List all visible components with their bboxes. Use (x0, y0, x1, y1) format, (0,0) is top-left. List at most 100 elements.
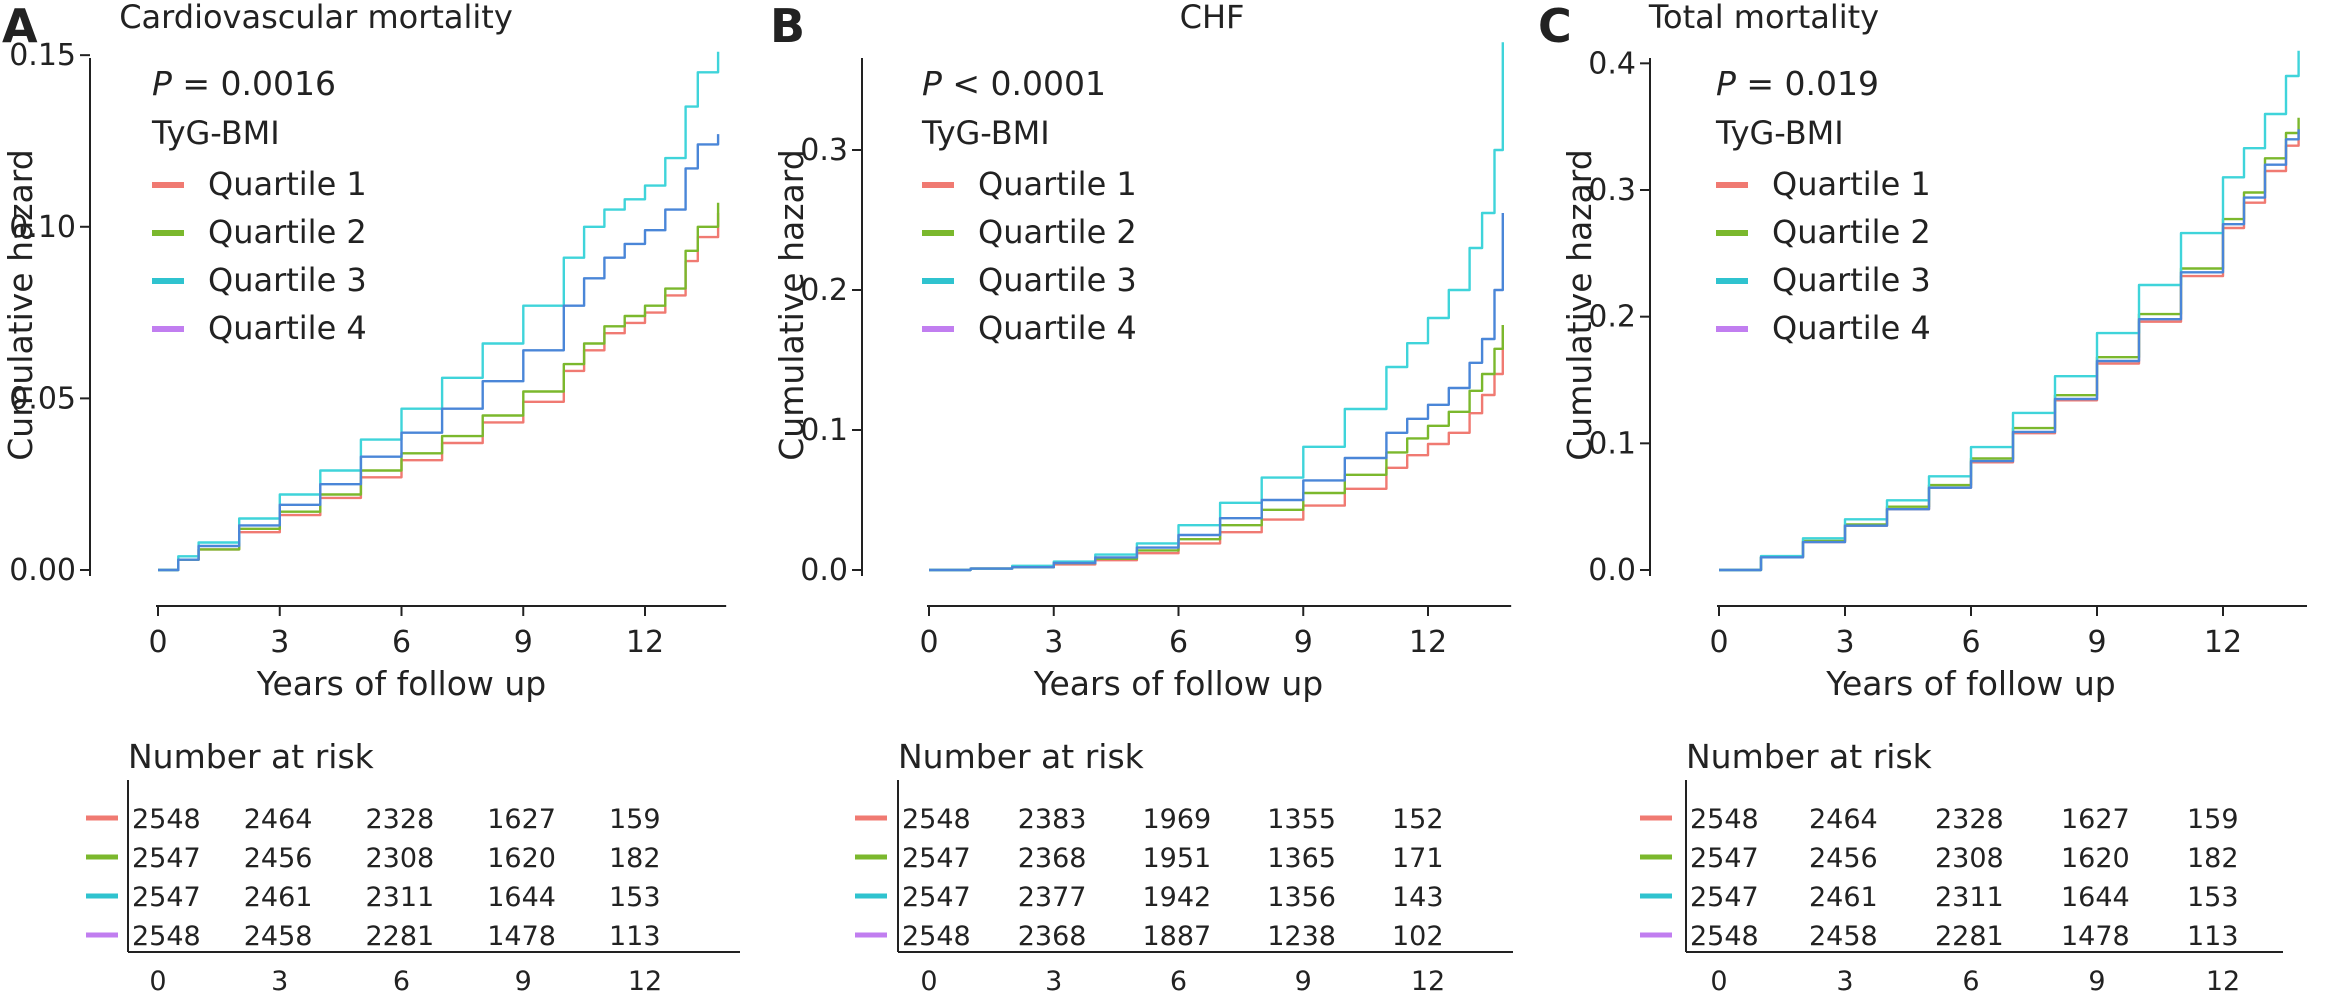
risk-cell: 152 (1392, 804, 1444, 835)
y-tick-label: 0.15 (9, 38, 76, 73)
panel-letter: A (2, 0, 38, 53)
risk-time-label: 0 (920, 966, 937, 996)
risk-cell: 1887 (1143, 921, 1212, 952)
risk-time-label: 9 (2088, 966, 2105, 996)
panel-letter: B (770, 0, 805, 53)
risk-cell: 2281 (1935, 921, 2004, 952)
x-axis-label: Years of follow up (256, 664, 547, 703)
risk-cell: 2547 (1690, 843, 1759, 874)
risk-cell: 1969 (1143, 804, 1212, 835)
y-tick-label: 0.3 (800, 133, 848, 168)
legend-label: Quartile 2 (978, 213, 1137, 251)
p-value: P = 0.0016 (152, 64, 336, 103)
risk-cell: 2377 (1018, 882, 1087, 913)
legend-title: TyG-BMI (1715, 114, 1844, 152)
risk-cell: 2547 (132, 843, 201, 874)
risk-cell: 153 (2187, 882, 2239, 913)
risk-cell: 1365 (1267, 843, 1336, 874)
curve-quartile-2 (929, 325, 1504, 572)
risk-cell: 1620 (487, 843, 556, 874)
risk-cell: 1942 (1143, 882, 1212, 913)
legend-title: TyG-BMI (151, 114, 280, 152)
y-tick-label: 0.00 (9, 553, 76, 588)
risk-cell: 2456 (244, 843, 313, 874)
p-value-symbol: P (922, 64, 942, 103)
legend-label: Quartile 1 (208, 165, 367, 203)
y-tick-label: 0.1 (800, 413, 848, 448)
curve-quartile-2 (158, 202, 720, 572)
risk-cell: 102 (1392, 921, 1444, 952)
curve-quartile-3 (929, 42, 1504, 572)
risk-time-label: 12 (628, 966, 662, 996)
risk-cell: 2547 (902, 882, 971, 913)
legend-label: Quartile 2 (1772, 213, 1931, 251)
risk-time-label: 6 (1170, 966, 1187, 996)
risk-cell: 2548 (132, 921, 201, 952)
x-axis-label: Years of follow up (1825, 664, 2116, 703)
risk-cell: 2311 (1935, 882, 2004, 913)
curve-quartile-4 (158, 134, 720, 572)
y-axis-label: Cumulative hazard (1, 149, 40, 460)
risk-cell: 2368 (1018, 921, 1087, 952)
risk-cell: 2464 (1809, 804, 1878, 835)
risk-cell: 159 (2187, 804, 2239, 835)
y-tick-label: 0.3 (1588, 173, 1636, 208)
risk-cell: 2548 (132, 804, 201, 835)
panel-letter: C (1538, 0, 1572, 53)
legend-label: Quartile 2 (208, 213, 367, 251)
panel-a: A Cardiovascular mortality 0.00 0.05 0.10 0.1… (1, 0, 740, 997)
curve-quartile-4 (1719, 129, 2300, 572)
p-value-symbol: P (152, 64, 172, 103)
legend-title: TyG-BMI (921, 114, 1050, 152)
risk-cell: 2548 (902, 921, 971, 952)
y-axis-label: Cumulative hazard (772, 149, 811, 460)
risk-cell: 113 (609, 921, 661, 952)
risk-cell: 2308 (1935, 843, 2004, 874)
risk-cell: 1478 (2061, 921, 2130, 952)
risk-cell: 2547 (902, 843, 971, 874)
risk-cell: 2461 (244, 882, 313, 913)
legend-label: Quartile 3 (1772, 261, 1931, 299)
risk-time-label: 6 (393, 966, 410, 996)
risk-time-label: 3 (271, 966, 288, 996)
x-tick-label: 0 (919, 625, 938, 660)
legend-label: Quartile 1 (978, 165, 1137, 203)
risk-cell: 2547 (1690, 882, 1759, 913)
risk-cell: 1644 (2061, 882, 2130, 913)
risk-cell: 2311 (366, 882, 435, 913)
risk-time-label: 0 (149, 966, 166, 996)
y-tick-label: 0.2 (800, 273, 848, 308)
panel-b: B CHF 0.0 0.1 0.2 0.3 0 3 6 9 12 Years of follow up… (770, 0, 1513, 997)
risk-time-label: 9 (1295, 966, 1312, 996)
risk-cell: 1627 (2061, 804, 2130, 835)
risk-cell: 1620 (2061, 843, 2130, 874)
y-tick-label: 0.10 (9, 210, 76, 245)
risk-cell: 2368 (1018, 843, 1087, 874)
panel-title: Total mortality (1648, 0, 1879, 36)
y-tick-label: 0.4 (1588, 46, 1636, 81)
risk-table-title: Number at risk (1686, 737, 1933, 776)
x-axis-label: Years of follow up (1033, 664, 1324, 703)
risk-cell: 153 (609, 882, 661, 913)
legend-label: Quartile 1 (1772, 165, 1931, 203)
y-tick-label: 0.1 (1588, 426, 1636, 461)
curve-quartile-1 (929, 325, 1504, 572)
risk-time-label: 6 (1962, 966, 1979, 996)
risk-cell: 2328 (1935, 804, 2004, 835)
risk-cell: 113 (2187, 921, 2239, 952)
legend-label: Quartile 4 (1772, 309, 1931, 347)
x-tick-label: 6 (1169, 625, 1188, 660)
x-tick-label: 12 (1409, 625, 1447, 660)
legend-label: Quartile 3 (208, 261, 367, 299)
x-tick-label: 0 (148, 625, 167, 660)
legend-label: Quartile 4 (978, 309, 1137, 347)
x-tick-label: 9 (2087, 625, 2106, 660)
risk-time-label: 9 (515, 966, 532, 996)
risk-cell: 2281 (366, 921, 435, 952)
p-value-text: < 0.0001 (942, 64, 1106, 103)
panel-title: CHF (1180, 0, 1245, 36)
risk-cell: 182 (609, 843, 661, 874)
risk-time-label: 3 (1045, 966, 1062, 996)
x-tick-label: 9 (1294, 625, 1313, 660)
